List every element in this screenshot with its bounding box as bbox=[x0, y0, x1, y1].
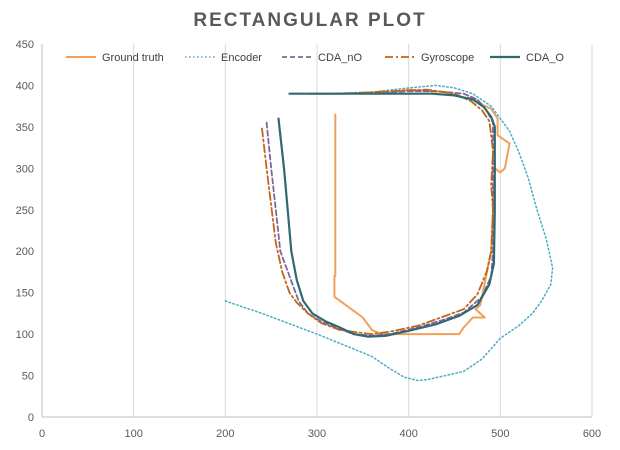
x-tick-label-300: 300 bbox=[308, 428, 326, 440]
y-tick-label-400: 400 bbox=[16, 80, 34, 92]
legend-label-cda-o: CDA_O bbox=[526, 52, 564, 64]
legend-label-ground-truth: Ground truth bbox=[102, 52, 164, 64]
series-line-encoder bbox=[224, 84, 554, 382]
y-tick-label-100: 100 bbox=[16, 329, 34, 341]
y-tick-label-300: 300 bbox=[16, 163, 34, 175]
series-line-cda-o bbox=[277, 92, 496, 338]
y-tick-label-150: 150 bbox=[16, 288, 34, 300]
legend-label-encoder: Encoder bbox=[221, 52, 262, 64]
y-tick-label-250: 250 bbox=[16, 205, 34, 217]
x-tick-label-100: 100 bbox=[124, 428, 142, 440]
x-tick-label-600: 600 bbox=[583, 428, 601, 440]
legend-label-gyroscope: Gyroscope bbox=[421, 52, 474, 64]
x-tick-label-400: 400 bbox=[399, 428, 417, 440]
y-tick-label-50: 50 bbox=[22, 371, 34, 383]
series-line-gyroscope bbox=[261, 88, 494, 335]
x-tick-label-0: 0 bbox=[39, 428, 45, 440]
series-line-cda-no bbox=[265, 90, 494, 337]
legend-label-cda-no: CDA_nO bbox=[318, 52, 362, 64]
x-tick-label-200: 200 bbox=[216, 428, 234, 440]
y-tick-label-200: 200 bbox=[16, 246, 34, 258]
chart-title: RECTANGULAR PLOT bbox=[193, 10, 427, 31]
y-tick-label-0: 0 bbox=[28, 412, 34, 424]
x-tick-label-500: 500 bbox=[491, 428, 509, 440]
y-tick-label-350: 350 bbox=[16, 122, 34, 134]
y-tick-label-450: 450 bbox=[16, 39, 34, 51]
